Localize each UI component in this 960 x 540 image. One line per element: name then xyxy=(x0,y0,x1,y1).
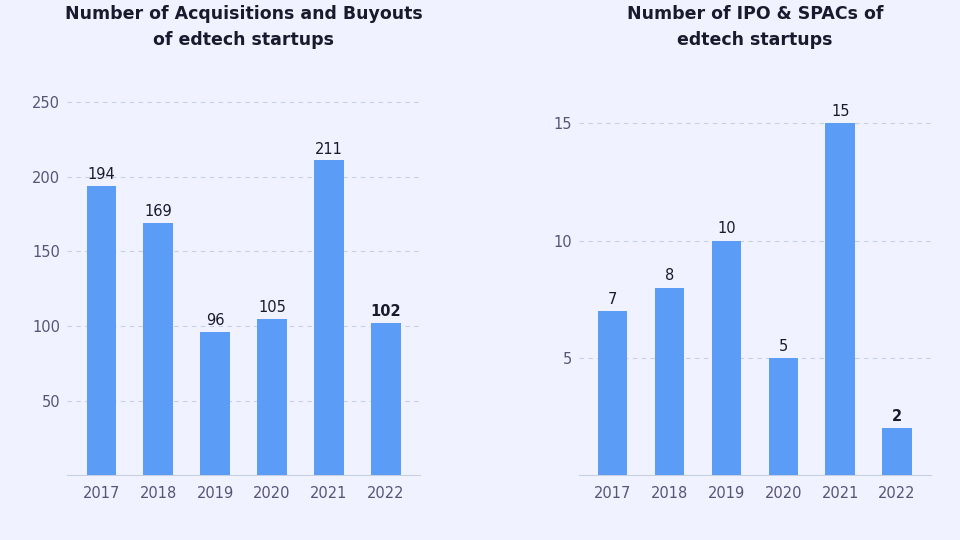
Text: 10: 10 xyxy=(717,221,735,237)
Text: 2: 2 xyxy=(892,409,902,424)
Bar xyxy=(826,124,855,475)
Text: 15: 15 xyxy=(831,104,850,119)
Bar xyxy=(882,428,912,475)
Bar xyxy=(143,223,173,475)
Text: 5: 5 xyxy=(779,339,788,354)
Text: 211: 211 xyxy=(315,141,343,157)
Bar xyxy=(257,319,287,475)
Bar xyxy=(86,186,116,475)
Text: 105: 105 xyxy=(258,300,286,315)
Bar xyxy=(769,358,798,475)
Text: 169: 169 xyxy=(144,204,172,219)
Bar xyxy=(314,160,344,475)
Bar xyxy=(371,323,400,475)
Text: 102: 102 xyxy=(371,304,401,319)
Bar xyxy=(655,288,684,475)
Text: 8: 8 xyxy=(665,268,674,284)
Bar xyxy=(201,332,229,475)
Text: 96: 96 xyxy=(205,313,225,328)
Text: 7: 7 xyxy=(608,292,617,307)
Title: Number of Acquisitions and Buyouts
of edtech startups: Number of Acquisitions and Buyouts of ed… xyxy=(64,5,422,49)
Bar xyxy=(711,241,741,475)
Bar xyxy=(598,311,628,475)
Text: 194: 194 xyxy=(87,167,115,182)
Title: Number of IPO & SPACs of
edtech startups: Number of IPO & SPACs of edtech startups xyxy=(627,5,883,49)
